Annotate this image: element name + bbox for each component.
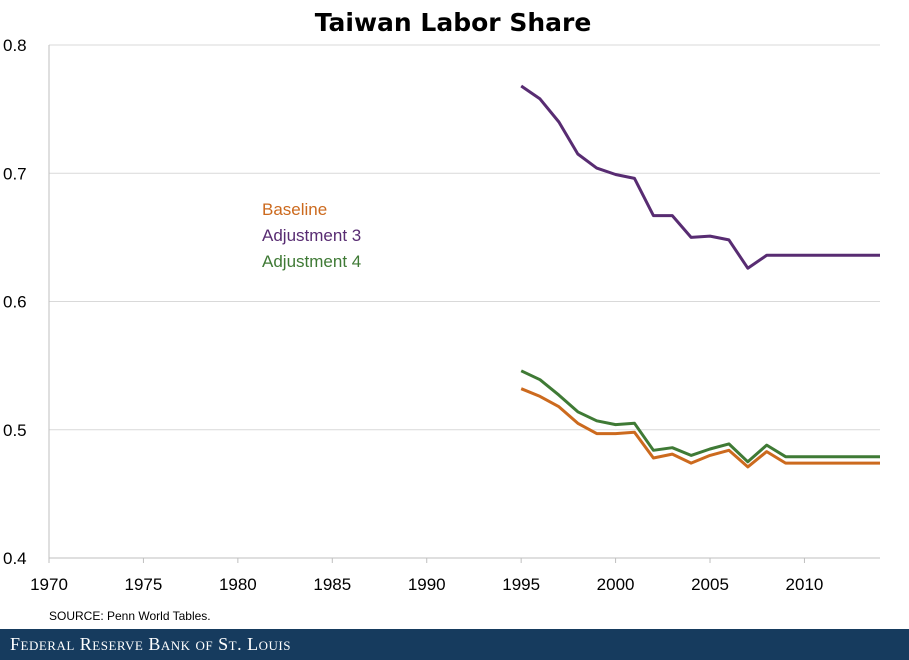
series-line-baseline (520, 387, 880, 469)
x-tick-label: 2005 (691, 575, 729, 594)
axes (48, 45, 880, 563)
y-tick-label: 0.6 (3, 293, 27, 312)
y-tick-label: 0.7 (3, 164, 27, 183)
footer-bar: Federal Reserve Bank of St. Louis (0, 629, 909, 660)
source-note: SOURCE: Penn World Tables. (49, 609, 211, 623)
x-tick-label: 1970 (30, 575, 68, 594)
y-tick-label: 0.5 (3, 421, 27, 440)
legend-entry-adjustment-3: Adjustment 3 (262, 226, 361, 245)
x-tick-label: 1975 (125, 575, 163, 594)
y-tick-label: 0.4 (3, 549, 27, 568)
x-tick-label: 1990 (408, 575, 446, 594)
x-tick-label: 2000 (597, 575, 635, 594)
chart-title: Taiwan Labor Share (315, 8, 592, 37)
y-tick-labels: 0.4 0.5 0.6 0.7 0.8 (3, 36, 27, 568)
line-chart: Taiwan Labor Share 0.40.50.60.70.8 1970 1… (3, 8, 880, 623)
series-line-adjustment-4 (520, 369, 880, 464)
series-line-adjustment-3 (520, 84, 880, 270)
x-tick-label: 2010 (786, 575, 824, 594)
footer-label: Federal Reserve Bank of St. Louis (10, 634, 291, 654)
gridlines (49, 44, 880, 431)
x-tick-label: 1985 (313, 575, 351, 594)
y-tick-label: 0.8 (3, 36, 27, 55)
x-tick-label: 1995 (502, 575, 540, 594)
legend-entry-adjustment-4: Adjustment 4 (262, 252, 361, 271)
legend: Baseline Adjustment 3 Adjustment 4 (262, 200, 361, 271)
x-tick-labels: 1970 1975 1980 1985 1990 1995 2000 2005 2010 (30, 575, 823, 594)
series-lines (520, 84, 880, 469)
legend-entry-baseline: Baseline (262, 200, 327, 219)
x-tick-label: 1980 (219, 575, 257, 594)
